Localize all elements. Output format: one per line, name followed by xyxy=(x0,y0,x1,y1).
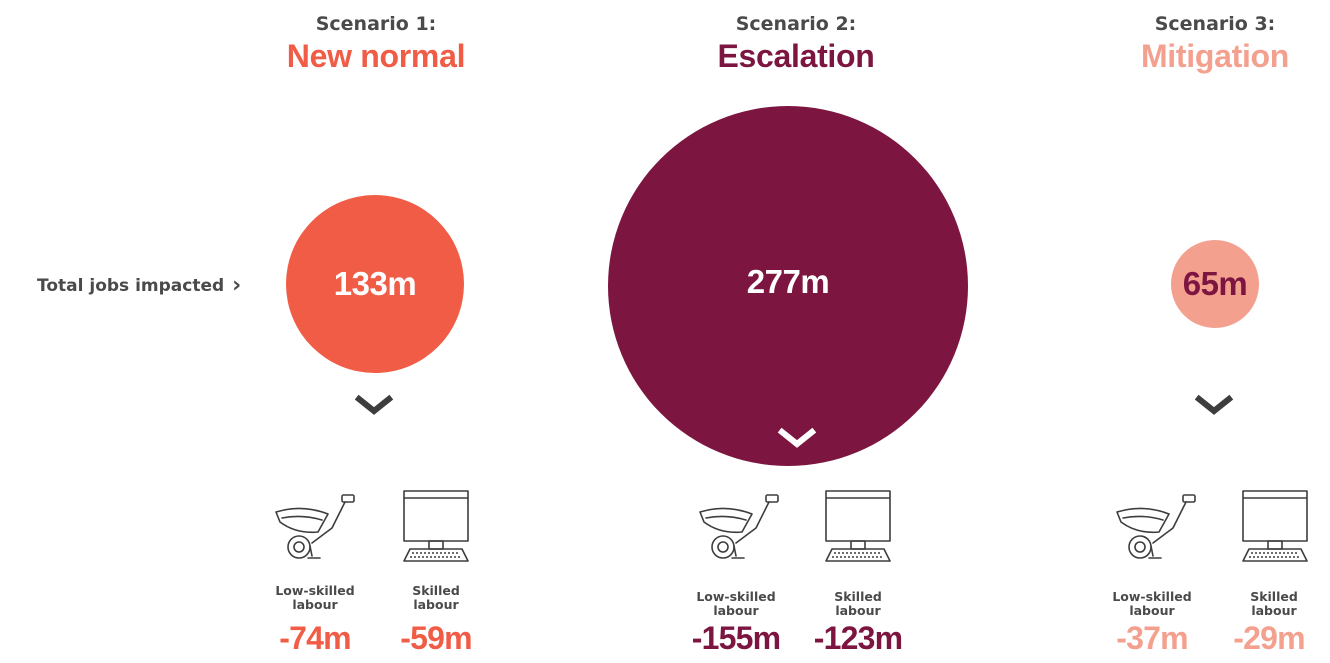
scenario-3-low-skilled-label: Low-skilled labour xyxy=(1097,590,1207,618)
scenario-1-low-skilled-label: Low-skilled labour xyxy=(260,584,370,612)
scenario-3-skilled-label: Skilled labour xyxy=(1219,590,1329,618)
scenario-2-low-skilled-label-line1: Low-skilled xyxy=(696,589,776,604)
scenario-3-total-circle: 65m xyxy=(1171,240,1259,328)
scenario-1-low-skilled-label-line2: labour xyxy=(292,597,338,612)
scenario-3-skilled-label-line2: labour xyxy=(1251,603,1297,618)
scenario-2-skilled-label: Skilled labour xyxy=(803,590,913,618)
wheelbarrow-icon xyxy=(699,494,779,559)
scenario-3-low-skilled-label-line2: labour xyxy=(1129,603,1175,618)
scenario-1-label: Scenario 1: xyxy=(315,13,437,35)
scenario-2-total-circle: 277m xyxy=(608,106,968,466)
scenario-2-low-skilled-label: Low-skilled labour xyxy=(681,590,791,618)
scenario-2-low-skilled-value: -155m xyxy=(691,620,781,656)
scenario-3-total-value: 65m xyxy=(1182,265,1248,302)
scenario-1-low-skilled-label-line1: Low-skilled xyxy=(275,583,355,598)
computer-monitor-icon xyxy=(403,490,469,562)
wheelbarrow-icon xyxy=(275,494,355,559)
chevron-down-icon xyxy=(354,394,394,415)
wheelbarrow-icon xyxy=(1116,494,1196,559)
scenario-2-label: Scenario 2: xyxy=(735,13,857,35)
scenario-3-skilled-value: -29m xyxy=(1233,620,1305,656)
scenario-2-skilled-value: -123m xyxy=(813,620,903,656)
scenario-2-skilled-label-line1: Skilled xyxy=(834,589,882,604)
chevron-down-icon xyxy=(1194,394,1234,415)
chevron-down-icon xyxy=(777,427,817,448)
scenario-1-low-skilled-value: -74m xyxy=(279,620,351,656)
scenario-1-skilled-label-line1: Skilled xyxy=(412,583,460,598)
scenario-1-total-value: 133m xyxy=(333,265,417,302)
scenario-3-low-skilled-label-line1: Low-skilled xyxy=(1112,589,1192,604)
total-jobs-label: Total jobs impacted › xyxy=(37,272,242,298)
scenario-2-low-skilled-label-line2: labour xyxy=(713,603,759,618)
scenario-1-skilled-value: -59m xyxy=(400,620,472,656)
total-jobs-text: Total jobs impacted xyxy=(37,276,225,296)
scenario-3-low-skilled-value: -37m xyxy=(1116,620,1188,656)
scenario-3-name: Mitigation xyxy=(1140,38,1290,74)
scenario-2-skilled-label-line2: labour xyxy=(835,603,881,618)
scenario-1-name: New normal xyxy=(286,38,466,74)
scenario-3-skilled-label-line1: Skilled xyxy=(1250,589,1298,604)
computer-monitor-icon xyxy=(825,490,891,562)
scenario-1-skilled-label-line2: labour xyxy=(413,597,459,612)
scenario-2-total-value: 277m xyxy=(746,263,830,300)
scenario-2-name: Escalation xyxy=(717,38,875,74)
scenario-1-skilled-label: Skilled labour xyxy=(381,584,491,612)
chevron-right-icon: › xyxy=(232,273,242,298)
computer-monitor-icon xyxy=(1242,490,1308,562)
scenario-1-total-circle: 133m xyxy=(286,195,464,373)
scenario-3-label: Scenario 3: xyxy=(1154,13,1276,35)
